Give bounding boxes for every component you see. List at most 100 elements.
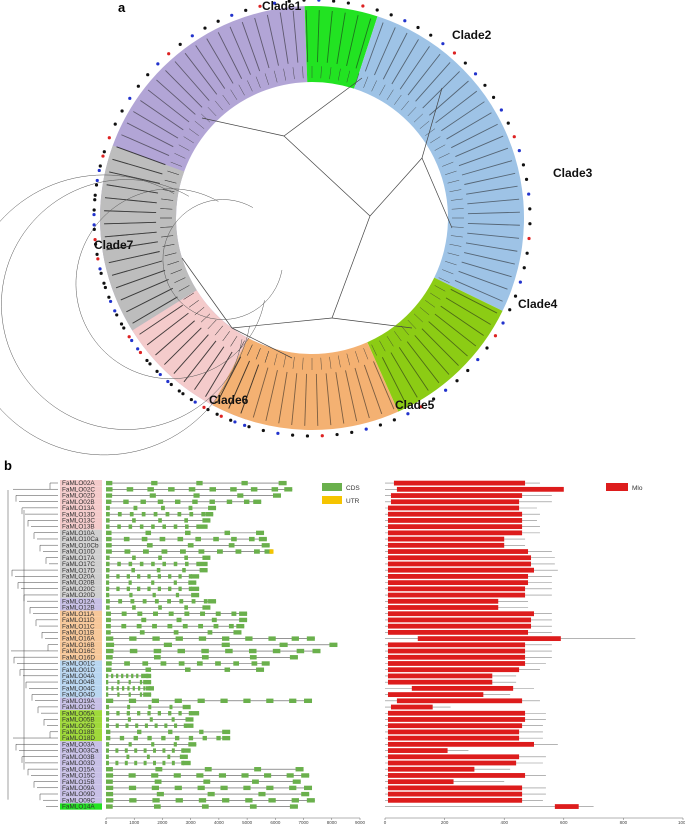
tree-leaf-branch xyxy=(447,252,460,256)
mlo-domain xyxy=(390,493,523,498)
tree-leaf-branch xyxy=(379,340,386,352)
gene-name-bg xyxy=(60,722,102,729)
cds-exon xyxy=(128,692,131,697)
mlo-domain xyxy=(387,667,520,673)
cds-exon xyxy=(151,561,155,567)
cds-exon xyxy=(202,518,211,523)
cds-exon xyxy=(291,636,299,641)
cds-exon xyxy=(222,729,231,735)
species-dot xyxy=(276,431,280,435)
cds-exon xyxy=(243,785,251,791)
cds-exon xyxy=(148,704,152,710)
species-dot xyxy=(215,412,219,416)
leaf-label xyxy=(374,27,396,76)
tree-leaf-branch xyxy=(178,285,190,292)
leaf-label xyxy=(104,231,157,238)
cds-exon xyxy=(312,648,321,654)
gene-name: FaMLO13A xyxy=(62,505,95,512)
cds-exon xyxy=(239,617,248,623)
species-dot xyxy=(317,0,321,2)
mlo-domain xyxy=(387,785,523,791)
gene-name: FaMLO19A xyxy=(62,698,95,705)
tree-leaf-branch xyxy=(394,331,402,342)
gene-name-bg xyxy=(60,523,102,530)
cds-exon xyxy=(155,767,163,772)
cds-exon xyxy=(292,779,301,784)
cds-exon xyxy=(188,505,193,511)
cds-exon xyxy=(289,655,298,660)
cds-exon xyxy=(117,679,120,685)
cds-exon xyxy=(178,586,182,592)
cds-exon xyxy=(161,505,165,511)
gene-name: FaMLO16C xyxy=(62,648,95,655)
cds-exon xyxy=(106,686,109,691)
tree-leaf-branch xyxy=(434,285,446,292)
cds-exon xyxy=(116,711,120,716)
cds-exon xyxy=(128,679,131,685)
leaf-label xyxy=(155,320,195,356)
tree-leaf-branch xyxy=(442,161,454,167)
species-dot xyxy=(169,382,173,387)
tree-leaf-branch xyxy=(292,356,295,369)
species-dot xyxy=(98,164,102,168)
species-dot xyxy=(528,222,532,226)
clade-label: Clade6 xyxy=(209,393,249,407)
cds-exon xyxy=(136,673,139,679)
cds-exon xyxy=(185,723,194,728)
gene-axis-label: 1000 xyxy=(129,820,140,825)
tree-leaf-branch xyxy=(355,351,360,363)
cds-exon xyxy=(119,735,125,741)
clade-sector xyxy=(304,6,378,89)
species-dot xyxy=(145,358,149,363)
leaf-label xyxy=(467,211,520,215)
species-dot xyxy=(444,388,448,392)
gene-name-bg xyxy=(60,535,102,543)
species-dot xyxy=(230,13,234,17)
cds-exon xyxy=(230,487,237,492)
gene-name: FaMLO04C xyxy=(62,685,95,692)
cds-exon xyxy=(254,549,260,554)
mlo-domain xyxy=(387,623,532,629)
leaf-label xyxy=(228,360,250,409)
cds-exon xyxy=(245,636,253,641)
tree-leaf-branch xyxy=(255,348,261,360)
cds-exon xyxy=(256,530,265,536)
cds-exon xyxy=(185,667,191,672)
cds-exon xyxy=(146,754,150,759)
cds-exon xyxy=(160,661,167,666)
gene-name: FaMLO02A xyxy=(62,480,95,487)
protein-axis-label: 1000 xyxy=(678,820,685,825)
cds-exon xyxy=(115,748,119,753)
cds-exon xyxy=(132,555,136,560)
cds-exon xyxy=(147,735,152,741)
cds-exon xyxy=(279,642,288,648)
cds-exon xyxy=(153,512,158,517)
species-dot xyxy=(108,299,113,304)
gene-name: FaMLO13C xyxy=(62,518,95,525)
leaf-label xyxy=(139,304,183,335)
mlo-domain xyxy=(387,505,520,511)
tree-leaf-branch xyxy=(188,128,199,136)
cds-exon xyxy=(141,536,148,542)
gene-name-bg xyxy=(60,772,102,779)
cds-exon xyxy=(137,586,141,592)
cds-exon xyxy=(167,599,172,604)
species-dot xyxy=(233,420,237,424)
cds-exon xyxy=(296,648,305,654)
cds-exon xyxy=(137,611,143,616)
species-dot xyxy=(148,362,152,366)
cds-exon xyxy=(177,648,186,654)
tree-leaf-branch xyxy=(183,292,194,300)
cds-exon xyxy=(250,487,258,492)
cds-exon xyxy=(168,487,175,492)
cds-exon xyxy=(157,499,164,504)
leaf-label xyxy=(265,370,278,421)
species-dot xyxy=(128,96,132,100)
leaf-label xyxy=(132,296,178,324)
cds-exon xyxy=(106,748,109,753)
species-dot xyxy=(527,192,531,196)
leaf-label xyxy=(465,242,518,252)
cds-exon xyxy=(196,561,200,567)
mlo-domain xyxy=(387,748,448,753)
cds-exon xyxy=(173,524,178,529)
